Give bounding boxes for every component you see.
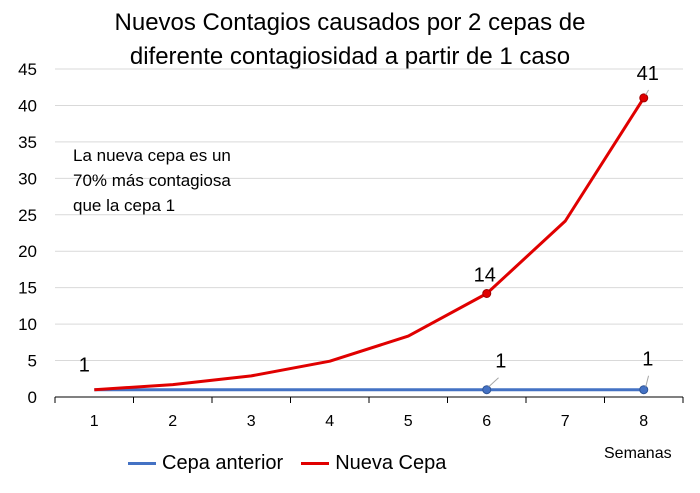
legend-item-nueva-cepa: Nueva Cepa: [301, 452, 446, 475]
chart-title-line-2: diferente contagiosidad a partir de 1 ca…: [129, 43, 571, 70]
x-tick-label-6: 6: [482, 413, 491, 430]
legend-item-cepa-anterior: Cepa anterior: [128, 452, 283, 475]
marker-cepa-anterior-8: [639, 385, 649, 395]
y-tick-label-30: 30: [18, 169, 37, 188]
x-tick-label-5: 5: [404, 413, 413, 430]
y-tick-label-35: 35: [18, 133, 37, 152]
series-line-nueva-cepa: [94, 97, 646, 392]
y-tick-label-45: 45: [18, 60, 37, 79]
data-label-nueva-cepa-6: 14: [474, 264, 496, 286]
annotation-line-2: 70% más contagiosa: [73, 171, 231, 190]
x-axis-label: Semanas: [604, 445, 672, 462]
marker-cepa-anterior-6: [482, 385, 492, 395]
y-tick-label-20: 20: [18, 242, 37, 261]
y-tick-label-10: 10: [18, 315, 37, 334]
y-tick-label-15: 15: [18, 279, 37, 298]
legend-label-cepa-anterior: Cepa anterior: [162, 452, 284, 474]
marker-nueva-cepa-6: [482, 288, 492, 298]
annotation-line-1: La nueva cepa es un: [73, 146, 231, 165]
data-label-cepa-anterior-6: 1: [495, 351, 506, 373]
leader-line-cepa-anterior-8: [645, 375, 650, 387]
chart-legend: Cepa anterior Nueva Cepa: [128, 452, 464, 475]
x-tick-label-8: 8: [639, 413, 648, 430]
data-label-cepa-anterior-8: 1: [642, 349, 653, 371]
data-label-nueva-cepa-8: 41: [637, 63, 659, 85]
legend-swatch-nueva-cepa: [301, 462, 330, 465]
x-tick-label-7: 7: [561, 413, 570, 430]
y-tick-label-5: 5: [28, 352, 37, 371]
x-tick-label-1: 1: [90, 413, 99, 430]
legend-label-nueva-cepa: Nueva Cepa: [335, 452, 447, 474]
y-tick-label-40: 40: [18, 96, 37, 115]
chart-annotation: La nueva cepa es un 70% más contagiosa q…: [73, 143, 231, 218]
marker-nueva-cepa-8: [639, 93, 649, 103]
y-tick-label-0: 0: [28, 388, 37, 407]
x-tick-label-4: 4: [325, 413, 334, 430]
annotation-line-3: que la cepa 1: [73, 196, 176, 215]
chart-title-line-1: Nuevos Contagios causados por 2 cepas de: [114, 9, 586, 36]
y-tick-label-25: 25: [18, 206, 37, 225]
x-tick-label-2: 2: [168, 413, 177, 430]
legend-swatch-cepa-anterior: [128, 462, 156, 465]
leader-line-cepa-anterior-6: [488, 377, 499, 388]
x-tick-label-3: 3: [247, 413, 256, 430]
leader-line-nueva-cepa-8: [645, 89, 649, 96]
data-label-start: 1: [79, 355, 90, 377]
